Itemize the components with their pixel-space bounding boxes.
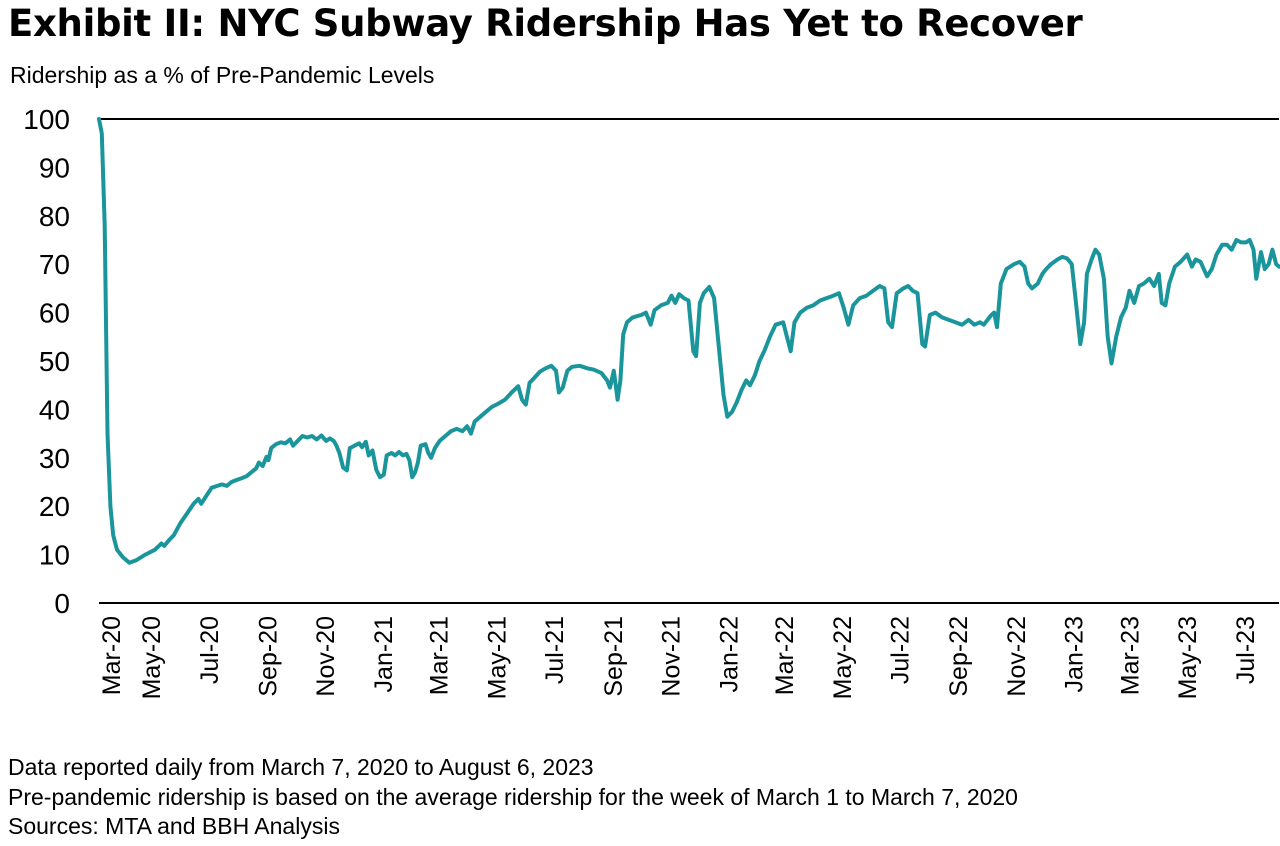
x-tick-label: Sep-21 [600, 616, 628, 697]
y-tick-label: 10 [39, 540, 70, 571]
x-tick-label: Jul-22 [887, 616, 915, 684]
y-axis-ticks: 0 10 20 30 40 50 60 70 80 90 100 [23, 104, 70, 619]
x-tick-label: Mar-22 [771, 616, 799, 695]
y-tick-label: 20 [39, 491, 70, 522]
x-tick-label: Jan-23 [1061, 616, 1089, 692]
x-tick-label: Nov-21 [658, 616, 686, 697]
x-tick-label: Jul-23 [1232, 616, 1260, 684]
x-axis-ticks: Mar-20 May-20 Jul-20 Sep-20 Nov-20 Jan-21 Mar-… [98, 616, 1260, 699]
y-tick-label: 30 [39, 443, 70, 474]
y-tick-label: 50 [39, 346, 70, 377]
x-tick-label: Nov-20 [312, 616, 340, 697]
x-tick-label: May-21 [483, 616, 511, 699]
x-tick-label: Mar-23 [1116, 616, 1144, 695]
note-sources: Sources: MTA and BBH Analysis [8, 813, 340, 839]
x-tick-label: Mar-20 [98, 616, 126, 695]
y-tick-label: 70 [39, 249, 70, 280]
x-tick-label: Nov-22 [1003, 616, 1031, 697]
y-tick-label: 90 [39, 152, 70, 183]
y-tick-label: 0 [54, 588, 70, 619]
x-tick-label: May-22 [829, 616, 857, 699]
chart-title: Exhibit II: NYC Subway Ridership Has Yet… [8, 2, 1083, 45]
note-data-range: Data reported daily from March 7, 2020 t… [8, 754, 594, 780]
y-tick-label: 40 [39, 394, 70, 425]
x-tick-label: May-20 [138, 616, 166, 699]
series-line [97, 117, 1280, 565]
x-tick-label: Jul-21 [541, 616, 569, 684]
axes [99, 118, 1279, 604]
x-tick-label: Jan-22 [715, 616, 743, 692]
series-group [97, 117, 1280, 565]
note-baseline: Pre-pandemic ridership is based on the a… [8, 784, 1018, 810]
x-tick-label: May-23 [1174, 616, 1202, 699]
y-tick-label: 80 [39, 201, 70, 232]
y-axis-label: Ridership as a % of Pre-Pandemic Levels [10, 62, 435, 88]
x-tick-label: Jul-20 [196, 616, 224, 684]
x-tick-label: Mar-21 [426, 616, 454, 695]
x-tick-label: Sep-20 [254, 616, 282, 697]
x-tick-label: Jan-21 [370, 616, 398, 692]
x-tick-label: Sep-22 [945, 616, 973, 697]
y-tick-label: 60 [39, 298, 70, 329]
y-tick-label: 100 [23, 104, 70, 135]
